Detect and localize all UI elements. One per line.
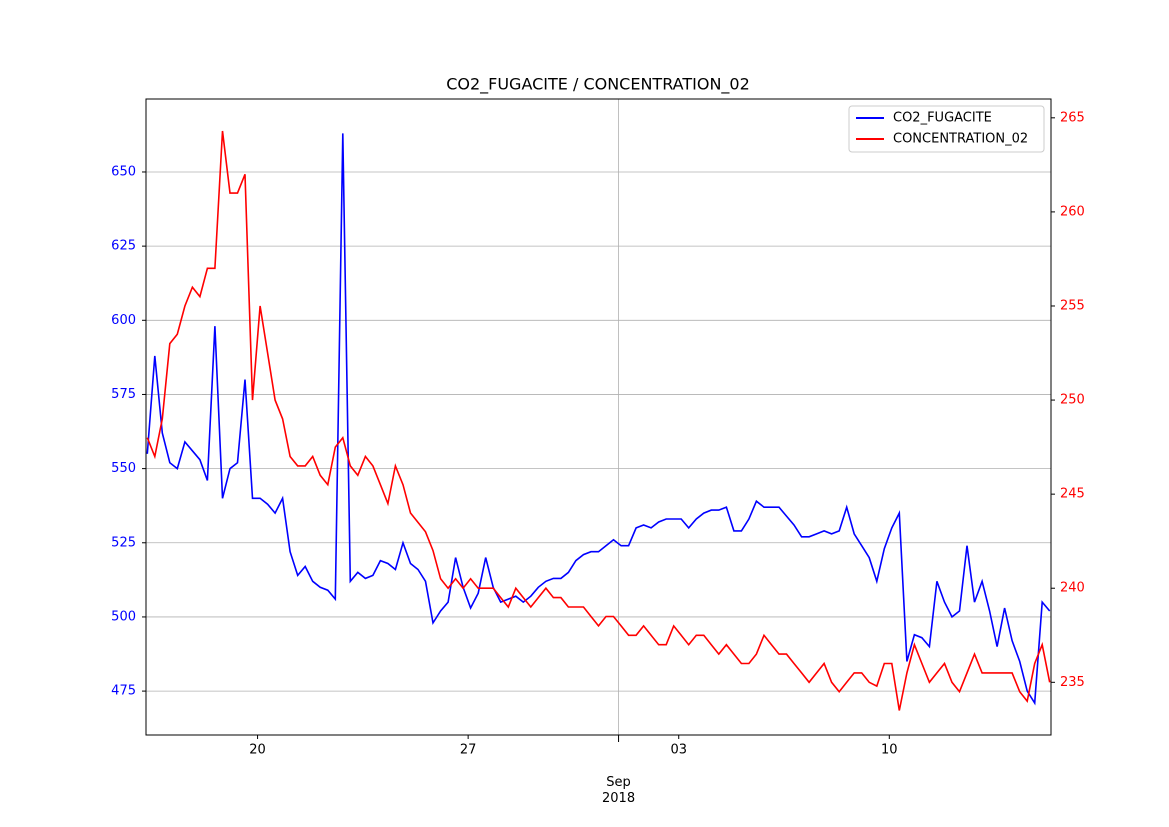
y2-tick-label: 235 [1060,675,1085,690]
y-tick-label: 475 [111,684,136,699]
y2-tick-label: 260 [1060,204,1085,219]
y-tick-label: 500 [111,609,136,624]
y-tick-label: 625 [111,239,136,254]
legend-box [848,105,1045,153]
y2-tick-label: 240 [1060,581,1085,596]
y-tick-label: 600 [111,313,136,328]
x-tick-label: 10 [881,743,898,758]
x-tick-label: 20 [249,743,266,758]
y2-tick-label: 255 [1060,298,1085,313]
y-tick-label: 575 [111,387,136,402]
y-tick-label: 550 [111,461,136,476]
y2-tick-label: 250 [1060,393,1085,408]
x-tick-label: 27 [460,743,477,758]
data-line [146,133,1051,706]
legend-label: CO2_FUGACITE [893,111,992,126]
data-line [146,130,1051,711]
chart-title: CO2_FUGACITE / CONCENTRATION_02 [446,75,750,95]
x-major-tick-label: Sep 2018 [602,775,636,806]
x-tick-label: 03 [670,743,687,758]
legend-label: CONCENTRATION_02 [893,132,1028,147]
plot-frame [145,98,1052,736]
y2-tick-label: 245 [1060,487,1085,502]
y2-tick-label: 265 [1060,110,1085,125]
y-tick-label: 525 [111,535,136,550]
y-tick-label: 650 [111,164,136,179]
